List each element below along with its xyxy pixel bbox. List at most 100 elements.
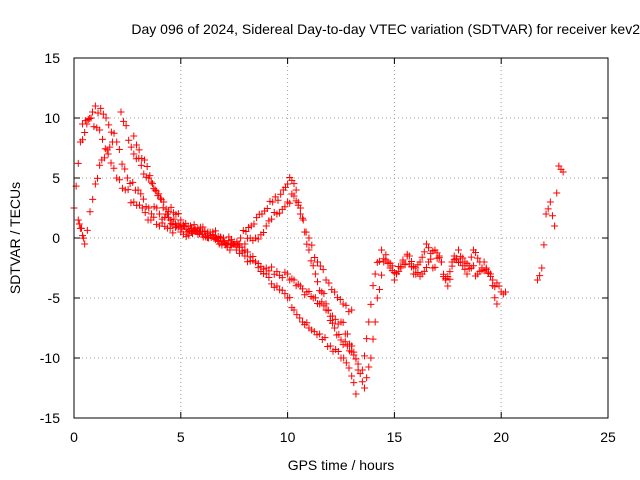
data-point: [350, 379, 358, 387]
data-point: [265, 273, 273, 281]
y-tick-label: -15: [40, 410, 60, 426]
data-point: [461, 265, 469, 273]
data-point: [268, 215, 276, 223]
data-point: [348, 306, 356, 314]
data-point: [241, 252, 249, 260]
data-point: [489, 282, 497, 290]
data-point: [99, 110, 107, 118]
data-point: [155, 190, 163, 198]
data-point: [442, 276, 450, 284]
x-tick-label: 10: [280, 429, 296, 445]
data-point: [324, 306, 332, 314]
data-point: [399, 256, 407, 264]
data-point: [237, 234, 245, 242]
data-point: [260, 229, 268, 237]
data-point: [342, 301, 350, 309]
data-point: [356, 370, 364, 378]
data-point: [341, 338, 349, 346]
data-point: [365, 363, 373, 371]
data-point: [84, 115, 92, 123]
data-point: [132, 141, 140, 149]
data-point: [106, 143, 114, 151]
data-point: [342, 359, 350, 367]
data-point: [157, 194, 165, 202]
data-point: [167, 220, 175, 228]
data-point: [334, 348, 342, 356]
data-point: [435, 252, 443, 260]
data-point: [459, 262, 467, 270]
data-point: [296, 314, 304, 322]
data-point: [551, 222, 559, 230]
data-point: [420, 248, 428, 256]
data-point: [137, 190, 145, 198]
data-point: [143, 163, 151, 171]
data-point: [343, 330, 351, 338]
data-point: [145, 204, 153, 212]
data-point: [100, 154, 108, 162]
data-point: [316, 330, 324, 338]
data-point: [371, 318, 379, 326]
data-point: [199, 223, 207, 231]
data-point: [422, 263, 430, 271]
data-point: [165, 214, 173, 222]
data-point: [331, 315, 339, 323]
data-point: [311, 270, 319, 278]
data-point: [130, 132, 138, 140]
data-point: [130, 150, 138, 158]
data-point: [98, 135, 106, 143]
data-point: [425, 244, 433, 252]
data-point: [80, 234, 88, 242]
series-trace-h: [74, 138, 116, 248]
series-trace-g: [534, 162, 567, 284]
data-point: [145, 174, 153, 182]
data-point: [378, 271, 386, 279]
data-point: [169, 229, 177, 237]
data-point: [365, 318, 373, 326]
data-point: [242, 227, 250, 235]
y-tick-label: 5: [52, 170, 60, 186]
data-point: [367, 300, 375, 308]
data-point: [407, 263, 415, 271]
axis-ticks: 0 5 10 15 20 25 -15 -10 -5 0 5 10 15: [40, 50, 616, 445]
data-point: [459, 254, 467, 262]
data-point: [369, 335, 377, 343]
data-point: [308, 241, 316, 249]
y-tick-label: -10: [40, 350, 60, 366]
data-point: [320, 290, 328, 298]
data-point: [493, 300, 501, 308]
data-point: [290, 306, 298, 314]
data-point: [140, 156, 148, 164]
data-point: [127, 199, 135, 207]
data-point: [74, 159, 82, 167]
data-point: [141, 209, 149, 217]
data-point: [139, 195, 147, 203]
data-point: [94, 109, 102, 117]
data-point: [174, 223, 182, 231]
data-point: [153, 220, 161, 228]
series-trace-f: [358, 240, 501, 374]
data-point: [113, 174, 121, 182]
data-point: [328, 319, 336, 327]
data-point: [340, 354, 348, 362]
data-point: [96, 161, 104, 169]
data-point: [187, 222, 195, 230]
data-point: [546, 198, 554, 206]
data-point: [90, 123, 98, 131]
data-point: [472, 248, 480, 256]
data-point: [277, 190, 285, 198]
data-point: [538, 264, 546, 272]
data-point: [412, 270, 420, 278]
data-point: [373, 294, 381, 302]
data-point: [328, 312, 336, 320]
data-point: [403, 252, 411, 260]
data-point: [367, 354, 375, 362]
data-point: [118, 184, 126, 192]
data-point: [437, 258, 445, 266]
data-point: [107, 159, 115, 167]
data-point: [147, 178, 155, 186]
x-tick-label: 0: [70, 429, 78, 445]
data-point: [337, 336, 345, 344]
data-point: [153, 204, 161, 212]
data-point: [495, 282, 503, 290]
data-point: [309, 262, 317, 270]
